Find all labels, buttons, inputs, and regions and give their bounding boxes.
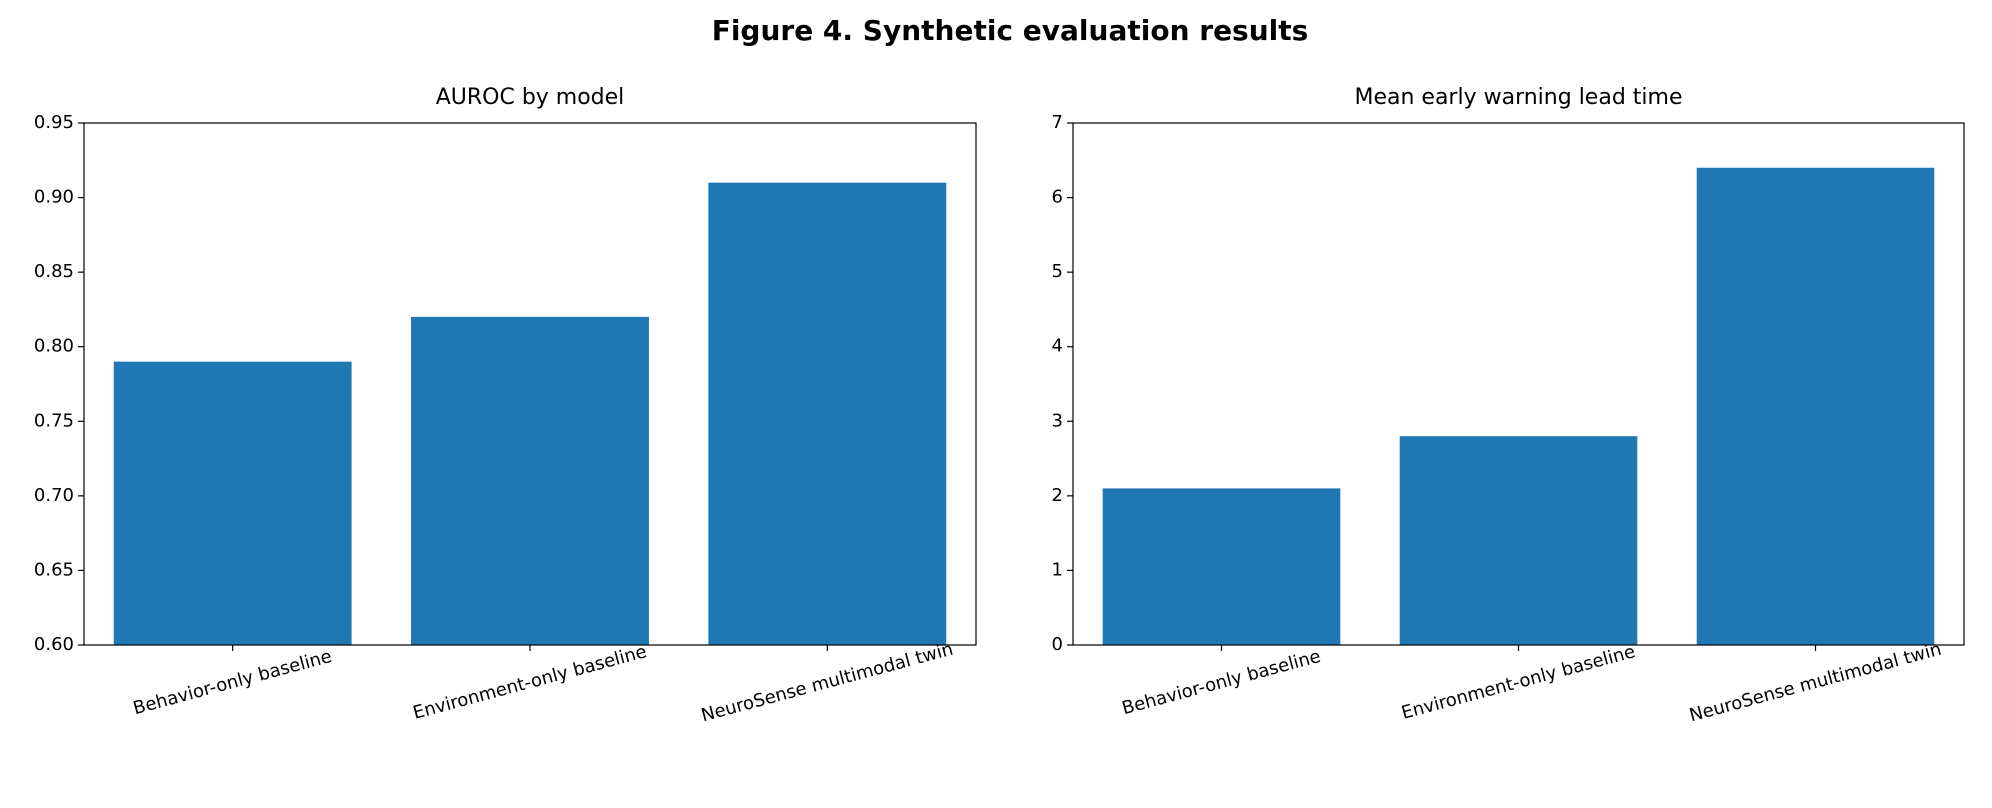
- y-tick-label: 7: [1052, 112, 1063, 133]
- bar: [113, 361, 352, 645]
- y-tick-label: 0: [1052, 634, 1063, 655]
- y-tick-label: 0.80: [34, 336, 74, 357]
- y-tick-label: 4: [1052, 336, 1063, 357]
- chart-title: AUROC by model: [436, 85, 625, 110]
- y-tick-label: 0.90: [34, 187, 74, 208]
- y-tick-label: 5: [1052, 261, 1063, 282]
- chart-title: Mean early warning lead time: [1354, 85, 1682, 110]
- bar: [411, 316, 649, 645]
- y-tick-label: 2: [1052, 485, 1063, 506]
- y-tick-label: 3: [1052, 410, 1063, 431]
- y-tick-label: 0.70: [34, 485, 74, 506]
- figure-title: Figure 4. Synthetic evaluation results: [712, 14, 1309, 47]
- y-tick-label: 0.75: [34, 410, 74, 431]
- y-tick-label: 1: [1052, 559, 1063, 580]
- y-tick-label: 0.85: [34, 261, 74, 282]
- y-tick-label: 0.95: [34, 112, 74, 133]
- axes-frame: [1072, 122, 1965, 646]
- bar: [1399, 436, 1638, 645]
- bar: [1696, 167, 1935, 645]
- bar: [1102, 488, 1341, 645]
- axes-frame: [83, 122, 977, 646]
- y-tick-label: 6: [1052, 187, 1063, 208]
- y-tick-label: 0.60: [34, 634, 74, 655]
- bar: [708, 182, 947, 645]
- y-tick-label: 0.65: [34, 559, 74, 580]
